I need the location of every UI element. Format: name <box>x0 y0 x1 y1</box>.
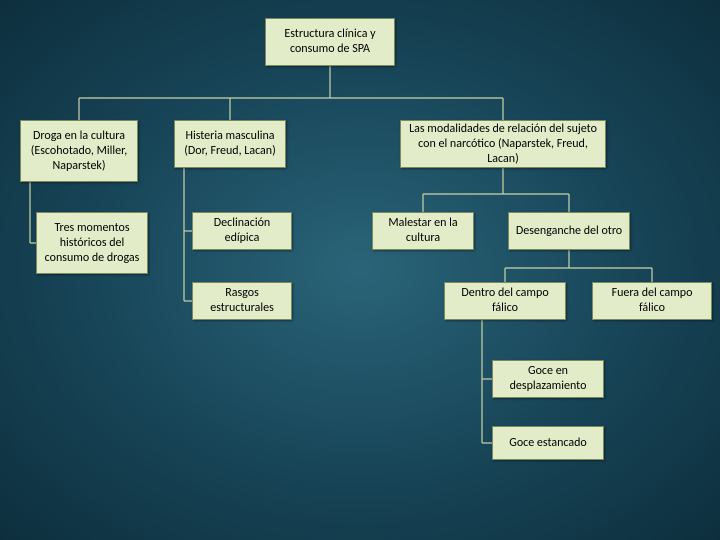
node-droga: Droga en la cultura (Escohotado, Miller,… <box>20 120 138 182</box>
node-histeria: Histeria masculina (Dor, Freud, Lacan) <box>174 120 286 168</box>
node-modalidades: Las modalidades de relación del sujeto c… <box>400 120 606 168</box>
node-tres: Tres momentos históricos del consumo de … <box>36 212 148 274</box>
node-desplaz: Goce en desplazamiento <box>492 360 604 398</box>
node-desenganche: Desenganche del otro <box>508 212 630 250</box>
node-fuera: Fuera del campo fálico <box>592 282 712 320</box>
node-dentro: Dentro del campo fálico <box>444 282 566 320</box>
node-root: Estructura clínica y consumo de SPA <box>265 18 395 66</box>
node-rasgos: Rasgos estructurales <box>192 282 292 320</box>
node-estancado: Goce estancado <box>492 426 604 460</box>
node-malestar: Malestar en la cultura <box>372 212 474 250</box>
node-declinacion: Declinación edípica <box>192 212 292 250</box>
